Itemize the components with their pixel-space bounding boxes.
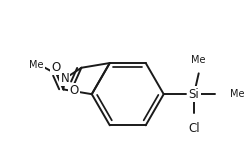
Text: Me: Me — [192, 55, 206, 65]
Text: Si: Si — [189, 88, 199, 101]
Text: O: O — [51, 61, 61, 74]
Text: Cl: Cl — [188, 122, 200, 135]
Text: Me: Me — [29, 60, 44, 70]
Text: N: N — [61, 72, 69, 85]
Text: Me: Me — [230, 89, 244, 99]
Text: O: O — [69, 84, 78, 97]
